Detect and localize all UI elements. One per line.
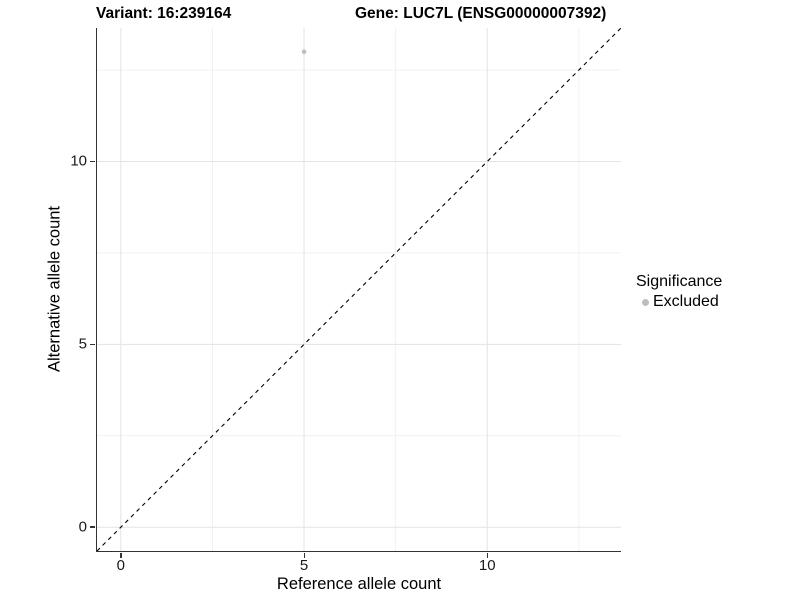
plot-panel <box>95 28 621 552</box>
x-axis-tick <box>486 552 489 558</box>
identity-line <box>96 28 621 551</box>
data-point <box>301 49 306 55</box>
y-axis-tick-label: 10 <box>70 152 87 170</box>
y-axis-tick <box>90 526 95 528</box>
legend: Significance Excluded <box>636 272 722 311</box>
y-axis-tick <box>90 343 95 346</box>
legend-marker-circle-icon <box>642 298 649 306</box>
y-axis-tick-label: 5 <box>78 335 87 353</box>
gene-title: Gene: LUC7L (ENSG00000007392) <box>355 5 607 22</box>
y-axis-tick-label: 0 <box>78 518 87 536</box>
x-axis-tick <box>303 552 306 558</box>
x-axis-tick-label: 0 <box>116 557 125 574</box>
plot-canvas <box>96 28 621 551</box>
legend-entry-label: Excluded <box>653 293 719 310</box>
y-axis-tick <box>90 160 95 163</box>
x-axis-tick <box>120 552 122 558</box>
x-axis-tick-label: 10 <box>478 557 496 574</box>
legend-entry-excluded: Excluded <box>636 293 722 311</box>
legend-title: Significance <box>636 273 723 290</box>
variant-title: Variant: 16:239164 <box>96 5 232 22</box>
x-axis-title: Reference allele count <box>276 575 442 593</box>
x-axis-tick-label: 5 <box>299 557 309 574</box>
